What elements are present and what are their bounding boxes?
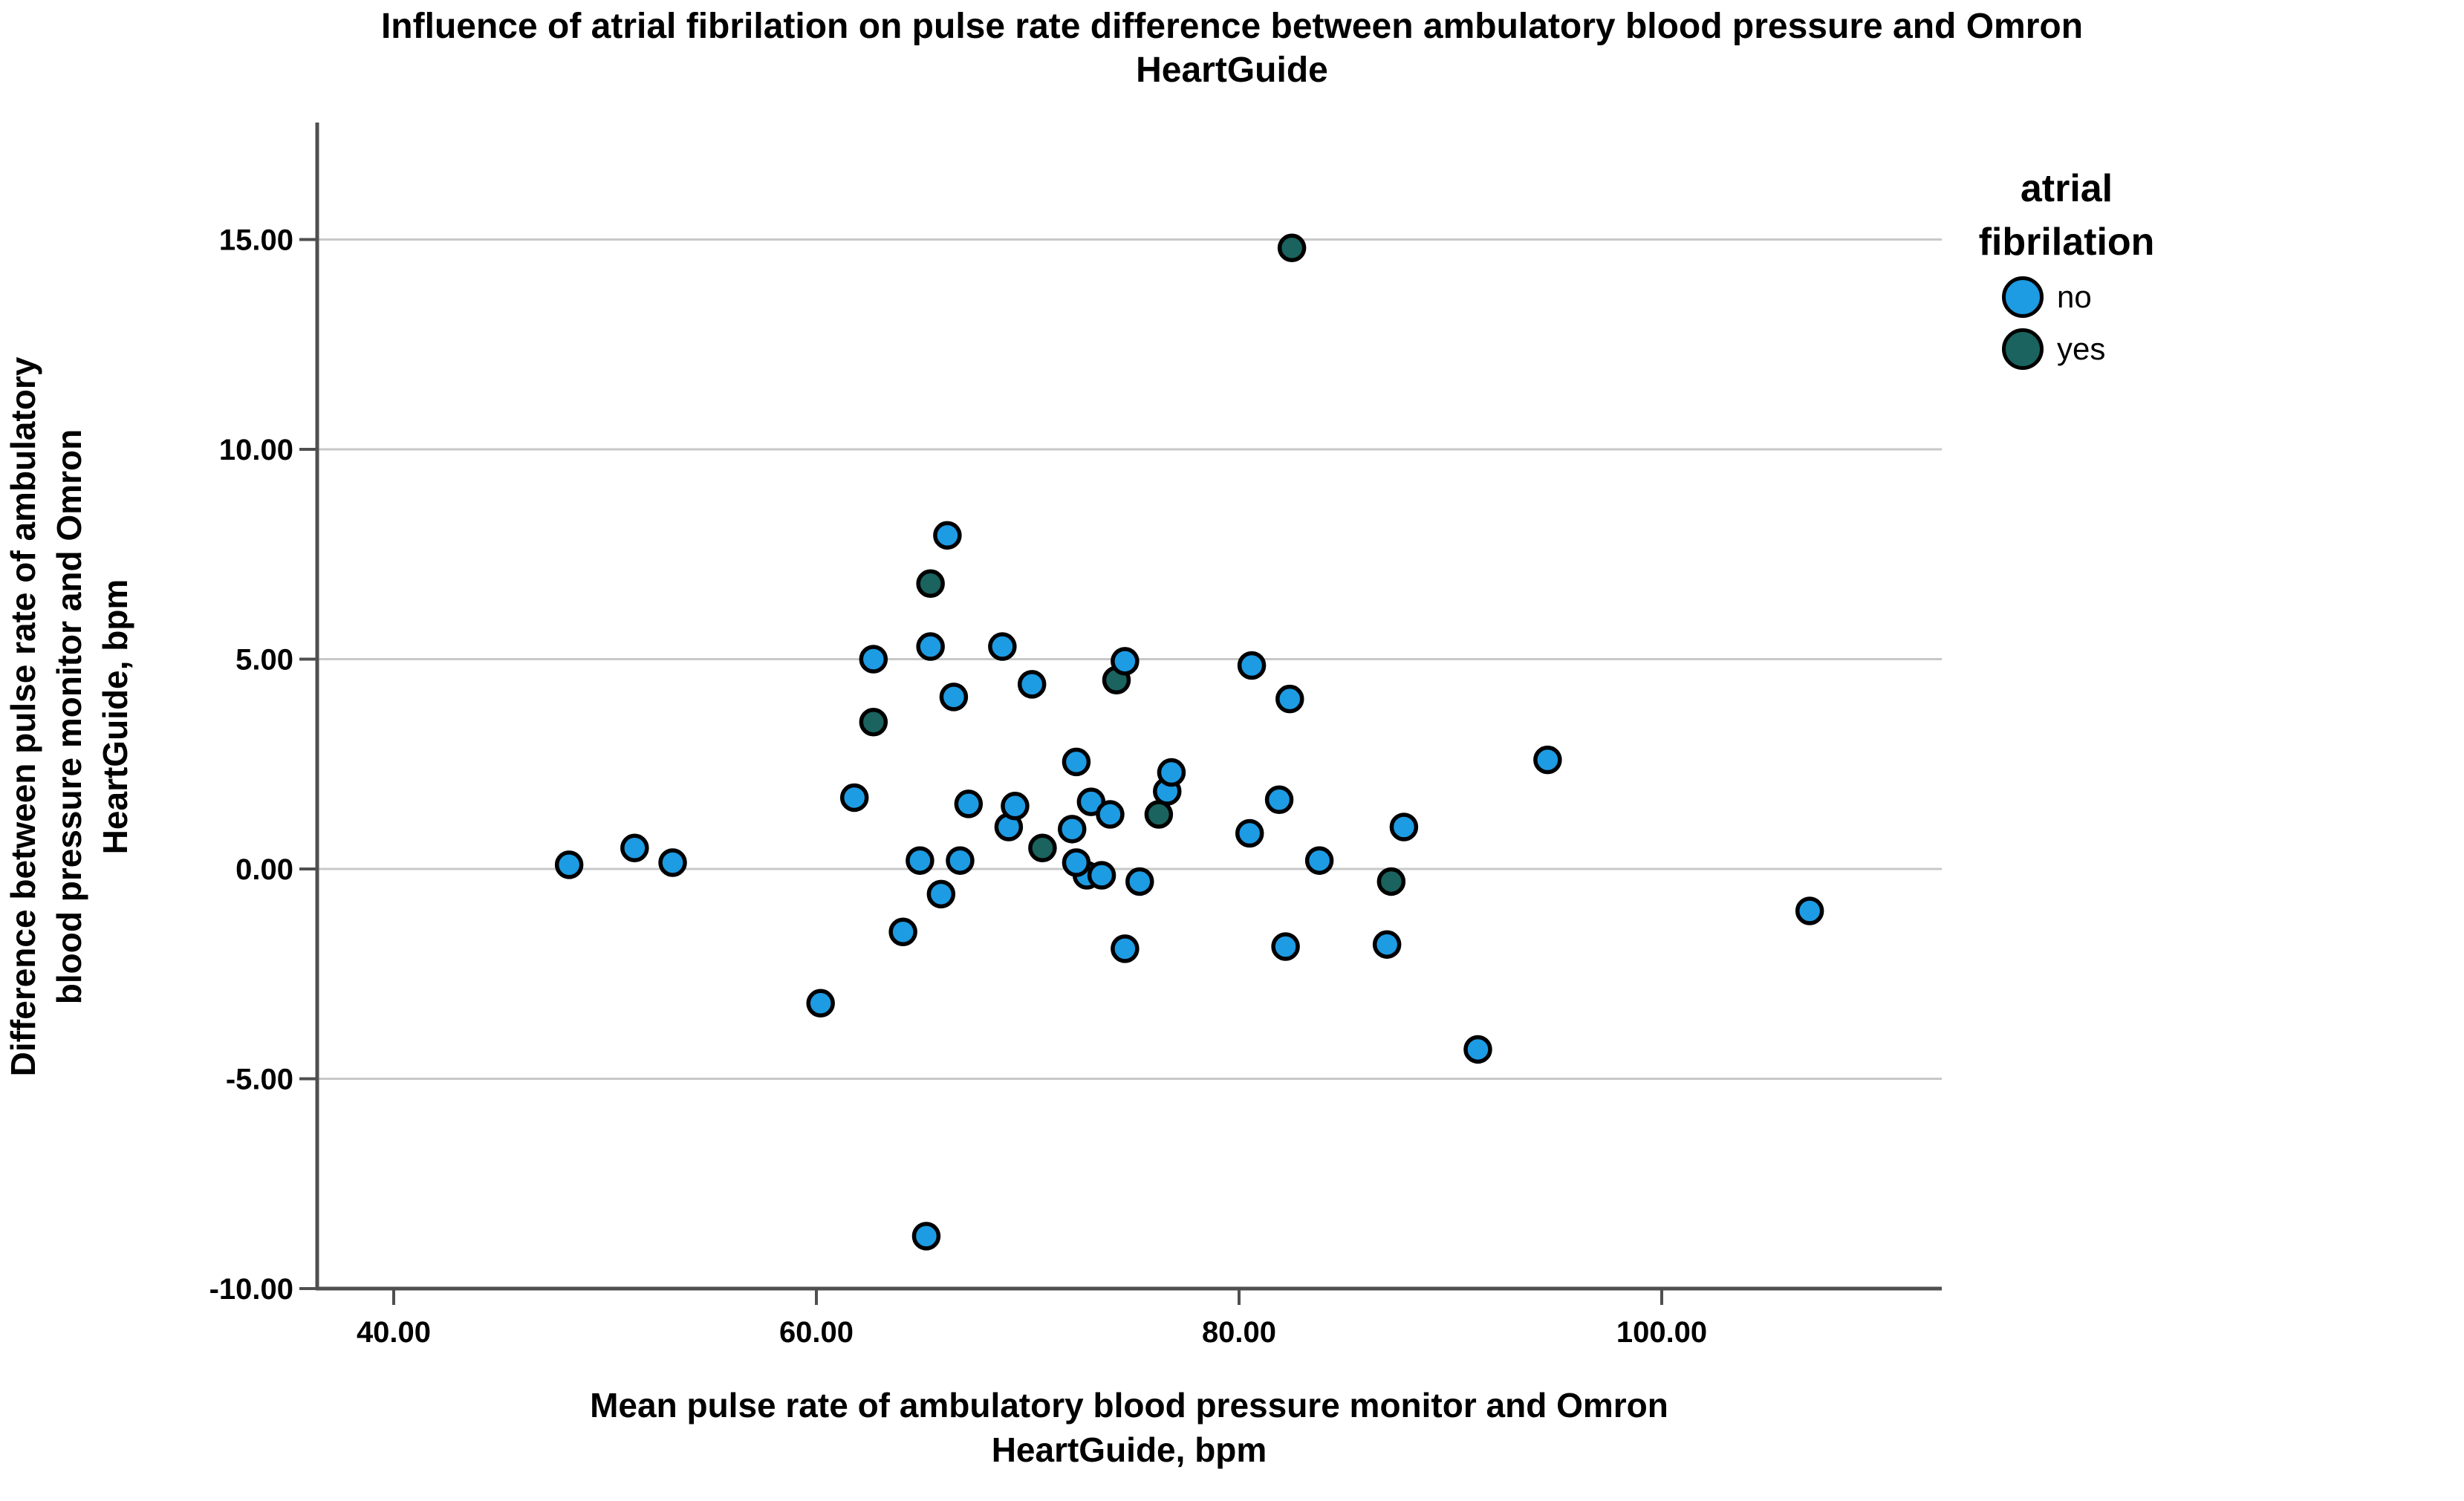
legend: atrial fibrilation no yes [1903, 162, 2230, 380]
x-tick-label: 80.00 [1202, 1316, 1276, 1349]
data-point-no [1275, 684, 1304, 714]
data-point-no [859, 645, 888, 674]
legend-item-no: no [2002, 276, 2230, 318]
legend-items: no yes [1903, 276, 2230, 370]
legend-marker-yes-icon [2002, 328, 2044, 370]
data-point-no [1157, 758, 1186, 787]
data-point-yes [916, 569, 945, 599]
data-point-yes [1144, 800, 1174, 829]
data-point-no [1533, 745, 1562, 775]
x-tick-label: 60.00 [779, 1316, 854, 1349]
x-tick-label: 100.00 [1616, 1316, 1707, 1349]
x-tick-label: 40.00 [357, 1316, 431, 1349]
data-point-yes [1376, 867, 1406, 896]
chart-title-line2: HeartGuide [1136, 51, 1328, 90]
data-point-no [1304, 846, 1334, 875]
data-point-no [1111, 934, 1140, 963]
y-tick-label: 15.00 [219, 224, 293, 257]
data-point-no [1087, 861, 1116, 890]
data-point-no [1111, 647, 1140, 676]
data-point-no [939, 683, 969, 712]
data-point-no [933, 521, 962, 550]
data-point-no [1001, 792, 1030, 821]
data-point-no [1096, 800, 1125, 829]
data-point-no [906, 846, 934, 875]
data-point-no [1237, 651, 1267, 680]
y-tick-label: 10.00 [219, 434, 293, 466]
data-point-no [1271, 932, 1300, 961]
y-tick-label: -5.00 [226, 1064, 293, 1096]
chart-title: Influence of atrial fibrilation on pulse… [0, 4, 2464, 92]
legend-title: atrial fibrilation [1903, 162, 2230, 269]
data-point-no [839, 783, 869, 813]
data-point-no [658, 848, 687, 877]
legend-title-line1: atrial [2020, 167, 2113, 210]
y-tick-label: -10.00 [209, 1273, 293, 1306]
data-point-no [1463, 1035, 1492, 1064]
x-axis-title-line2: HeartGuide, bpm [991, 1430, 1267, 1469]
data-point-no [911, 1222, 941, 1251]
data-point-no [954, 789, 984, 818]
data-point-no [946, 846, 975, 875]
y-axis-title-line1: Difference between pulse rate of ambulat… [4, 356, 42, 1077]
chart-title-line1: Influence of atrial fibrilation on pulse… [380, 7, 2084, 46]
data-point-no [806, 989, 835, 1018]
legend-item-yes: yes [2002, 328, 2230, 370]
data-point-yes [1277, 233, 1307, 263]
y-tick-label: 5.00 [235, 644, 293, 677]
data-point-no [1795, 896, 1824, 925]
data-point-no [926, 879, 956, 909]
data-point-no [1017, 670, 1047, 699]
data-point-no [888, 917, 917, 946]
data-point-no [1062, 747, 1091, 777]
data-point-no [1062, 848, 1091, 877]
y-axis-title-line2: blood pressure monitor and Omron [50, 429, 88, 1005]
x-axis-title-line1: Mean pulse rate of ambulatory blood pres… [590, 1386, 1668, 1425]
y-axis-title: Difference between pulse rate of ambulat… [0, 63, 138, 1370]
data-point-no [1389, 813, 1419, 841]
y-axis-title-line3: HeartGuide, bpm [96, 579, 134, 855]
data-point-no [988, 632, 1017, 661]
legend-title-line2: fibrilation [1978, 221, 2155, 264]
data-point-no [554, 850, 584, 879]
data-point-no [916, 632, 945, 661]
data-point-no [1264, 785, 1294, 815]
x-axis-title: Mean pulse rate of ambulatory blood pres… [535, 1383, 1723, 1472]
data-point-yes [859, 708, 888, 737]
data-point-no [1235, 818, 1264, 848]
data-point-no [1125, 867, 1154, 896]
legend-marker-no-icon [2002, 276, 2044, 318]
y-tick-label: 0.00 [235, 853, 293, 886]
data-point-yes [1028, 833, 1057, 862]
legend-label-no: no [2057, 279, 2092, 314]
legend-label-yes: yes [2057, 331, 2106, 366]
data-point-no [1372, 930, 1402, 959]
data-point-no [1057, 815, 1087, 844]
data-point-no [620, 833, 649, 862]
